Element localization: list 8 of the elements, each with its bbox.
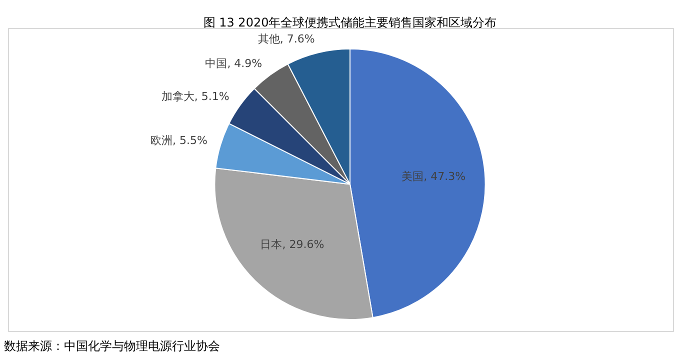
source-note: 数据来源：中国化学与物理电源行业协会 (4, 338, 220, 355)
chart-title: 图 13 2020年全球便携式储能主要销售国家和区域分布 (203, 15, 497, 30)
slice-label: 加拿大, 5.1% (161, 90, 230, 103)
slice-label: 中国, 4.9% (205, 56, 262, 70)
slice-label: 欧洲, 5.5% (150, 134, 208, 148)
slice-label: 日本, 29.6% (260, 238, 324, 251)
slice-label: 美国, 47.3% (402, 170, 466, 183)
slice-label: 其他, 7.6% (258, 32, 315, 46)
